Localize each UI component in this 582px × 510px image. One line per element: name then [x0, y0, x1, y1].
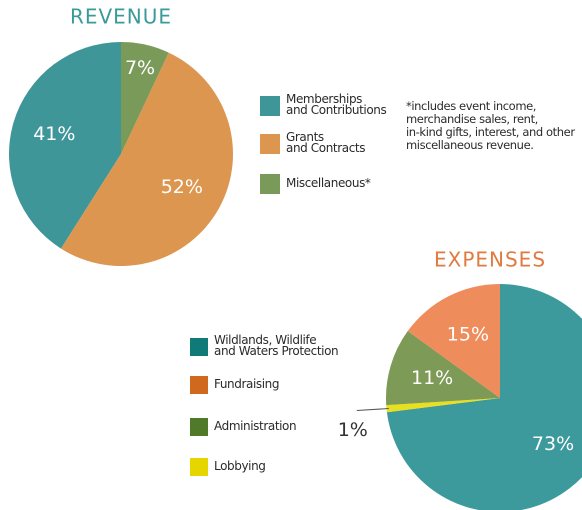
legend-swatch: [260, 134, 280, 154]
value-label: 15%: [447, 324, 489, 346]
value-label: 52%: [161, 176, 203, 198]
pie-slice: [9, 42, 122, 249]
leader-line: [356, 408, 389, 412]
chart-title: REVENUE: [70, 5, 172, 29]
pie-slice: [121, 42, 169, 154]
legend-label: Administration: [214, 418, 297, 433]
legend-label: Miscellaneous*: [286, 175, 371, 190]
pie-slice: [386, 284, 582, 510]
value-label: 11%: [411, 367, 453, 389]
legend-label: Fundraising: [214, 376, 280, 391]
value-label: 1%: [338, 419, 368, 441]
legend-swatch: [190, 338, 208, 356]
pie-slice: [407, 284, 500, 398]
legend-label: Lobbying: [214, 458, 266, 473]
legend-label: Grants and Contracts: [286, 130, 366, 155]
pie-slice: [60, 52, 233, 267]
pie-slice: [386, 330, 500, 406]
legend-swatch: [190, 458, 208, 476]
chart-title: EXPENSES: [434, 248, 546, 272]
legend-swatch: [190, 376, 208, 394]
value-label: 73%: [532, 433, 574, 455]
legend-swatch: [260, 96, 280, 116]
legend-swatch: [260, 174, 280, 194]
value-label: 41%: [33, 123, 75, 145]
footnote: *includes event income, merchandise sale…: [406, 99, 575, 152]
legend-swatch: [190, 418, 208, 436]
legend-label: Wildlands, Wildlife and Waters Protectio…: [214, 333, 339, 358]
value-label: 7%: [125, 57, 155, 79]
legend-label: Memberships and Contributions: [286, 92, 387, 117]
pie-slice: [386, 398, 500, 413]
